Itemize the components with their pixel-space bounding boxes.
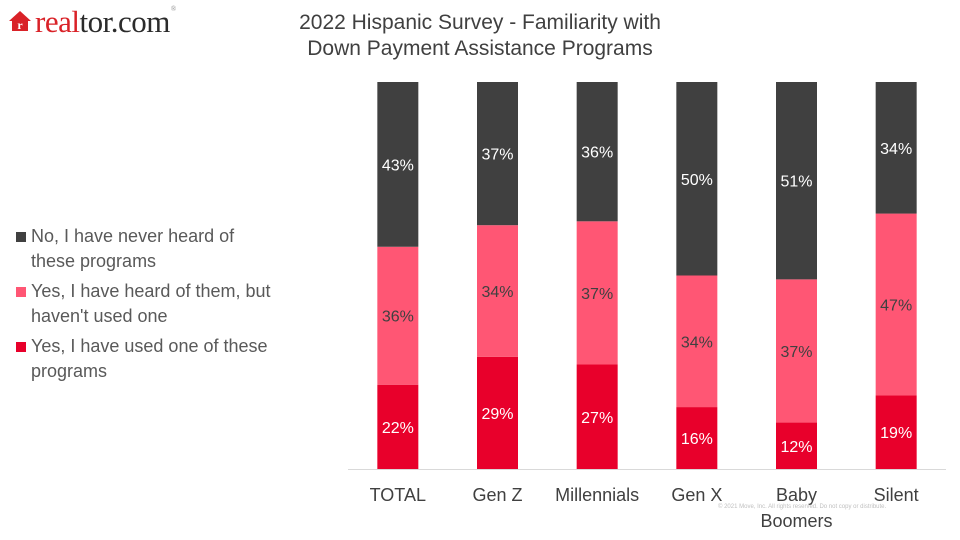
- bar-segment: [477, 225, 518, 357]
- data-label: 43%: [382, 157, 414, 174]
- data-label: 12%: [780, 439, 812, 456]
- svg-text:r: r: [17, 18, 23, 32]
- bar-segment: [776, 279, 817, 423]
- chart-title-line-2: Down Payment Assistance Programs: [307, 37, 653, 60]
- bar-segment: [377, 246, 419, 385]
- legend-label-line: No, I have never heard of: [31, 226, 235, 246]
- bar-segment: [576, 364, 618, 469]
- bar-segment: [576, 221, 618, 365]
- realtor-logo: r realtor.com®: [8, 4, 176, 38]
- bar-segment: [676, 82, 718, 276]
- legend-label-line: these programs: [31, 251, 157, 271]
- bar-segment: [676, 275, 718, 408]
- logo-wordmark-dark: tor.com: [79, 3, 170, 39]
- chart-title: 2022 Hispanic Survey - Familiarity with …: [240, 10, 720, 62]
- bar-segment: [776, 422, 817, 469]
- bar-segment: [377, 384, 419, 469]
- x-tick-label: Baby: [776, 485, 817, 505]
- data-label: 37%: [481, 147, 513, 164]
- bar-segment: [576, 82, 618, 222]
- legend-label-line: haven't used one: [31, 306, 168, 326]
- legend-item-heard-not-used: Yes, I have heard of them, but haven't u…: [16, 279, 326, 329]
- legend-label-line: Yes, I have used one of these: [31, 336, 268, 356]
- data-label: 36%: [581, 145, 613, 162]
- x-tick-label: Silent: [874, 485, 919, 505]
- data-label: 51%: [780, 174, 812, 191]
- legend-swatch-never-heard: [16, 232, 26, 242]
- data-label: 27%: [581, 410, 613, 427]
- logo-wordmark: realtor.com®: [35, 3, 176, 39]
- legend-item-never-heard: No, I have never heard of these programs: [16, 224, 326, 274]
- data-label: 50%: [681, 172, 713, 189]
- data-label: 29%: [481, 406, 513, 423]
- x-tick-label: Boomers: [760, 511, 832, 531]
- legend-swatch-heard-not-used: [16, 287, 26, 297]
- bar-segment: [875, 395, 917, 469]
- data-label: 22%: [382, 420, 414, 437]
- legend-item-used: Yes, I have used one of these programs: [16, 334, 326, 384]
- data-label: 34%: [880, 141, 912, 158]
- data-label: 36%: [382, 309, 414, 326]
- bar-segment: [377, 82, 419, 247]
- chart-legend: No, I have never heard of these programs…: [16, 224, 326, 389]
- legend-label-line: programs: [31, 361, 108, 381]
- registered-mark: ®: [170, 4, 176, 13]
- x-tick-label: Gen X: [671, 485, 722, 505]
- x-tick-label: TOTAL: [370, 485, 426, 505]
- data-label: 16%: [681, 431, 713, 448]
- data-label: 37%: [581, 286, 613, 303]
- data-label: 34%: [481, 284, 513, 301]
- bar-segment: [776, 82, 817, 280]
- logo-wordmark-red: real: [35, 3, 80, 39]
- data-label: 37%: [780, 344, 812, 361]
- x-tick-label: Gen Z: [472, 485, 522, 505]
- bar-segment: [875, 213, 917, 396]
- data-label: 34%: [681, 334, 713, 351]
- bar-segment: [875, 82, 917, 214]
- chart-title-line-1: 2022 Hispanic Survey - Familiarity with: [299, 11, 661, 34]
- legend-swatch-used: [16, 342, 26, 352]
- house-r-icon: r: [9, 11, 31, 32]
- x-tick-label: Millennials: [555, 485, 639, 505]
- data-label: 47%: [880, 298, 912, 315]
- legend-label-never-heard: No, I have never heard of these programs: [31, 224, 234, 274]
- bar-segment: [676, 407, 718, 469]
- bar-segment: [477, 82, 518, 226]
- copyright-notice: © 2021 Move, Inc. All rights reserved. D…: [718, 504, 887, 510]
- bar-segment: [477, 356, 518, 469]
- legend-label-used: Yes, I have used one of these programs: [31, 334, 268, 384]
- legend-label-line: Yes, I have heard of them, but: [31, 281, 271, 301]
- data-label: 19%: [880, 425, 912, 442]
- legend-label-heard-not-used: Yes, I have heard of them, but haven't u…: [31, 279, 271, 329]
